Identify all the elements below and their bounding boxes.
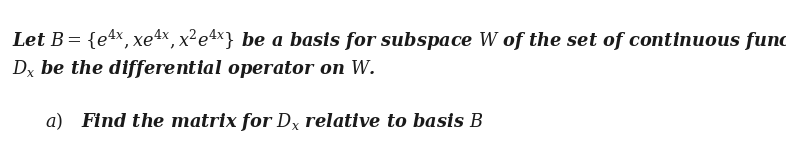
Text: $D_x$ be the differential operator on $W$.: $D_x$ be the differential operator on $W… (12, 58, 375, 80)
Text: Let $B = \{e^{4x},xe^{4x},x^2e^{4x}\}$ be a basis for subspace $W$ of the set of: Let $B = \{e^{4x},xe^{4x},x^2e^{4x}\}$ b… (12, 28, 786, 53)
Text: $a)$   Find the matrix for $D_x$ relative to basis $B$: $a)$ Find the matrix for $D_x$ relative … (45, 110, 483, 133)
